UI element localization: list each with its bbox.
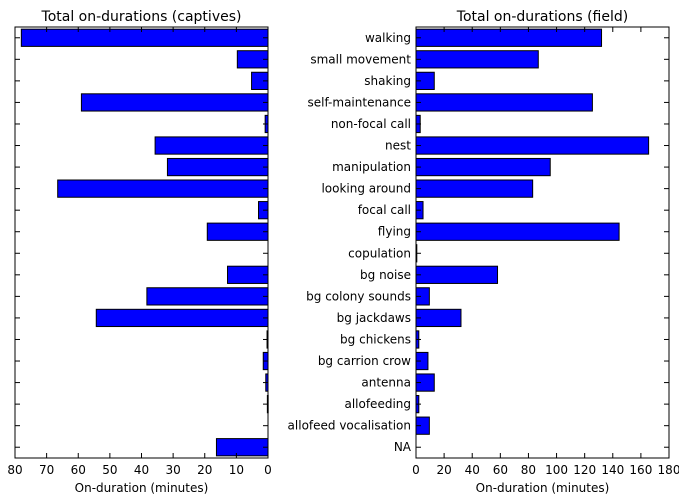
field-x-ticks: 0 20 40 60 80 100 120 140 160 180: [412, 27, 679, 477]
field-category-label-bg-colony-sounds: bg colony sounds: [306, 289, 411, 303]
field-category-label-na: NA: [394, 440, 412, 454]
captives-bar-nest: [154, 136, 269, 155]
field-category-label-bg-jackdaws: bg jackdaws: [337, 311, 411, 325]
captives-xtick-label-20: 20: [197, 463, 212, 477]
field-y-ticks: [416, 37, 669, 448]
field-chart-title: Total on-durations (field): [456, 9, 628, 25]
field-category-label-antenna: antenna: [361, 376, 411, 390]
captives-xtick-label-50: 50: [102, 463, 117, 477]
captives-bar-flying: [206, 222, 269, 241]
field-bar-bg-jackdaws: [415, 308, 462, 328]
captives-y-ticks: [15, 37, 268, 448]
field-category-label-shaking: shaking: [364, 74, 411, 88]
field-bar-looking-around: [415, 179, 534, 198]
captives-bar-na: [215, 438, 269, 457]
field-xtick-label-40: 40: [465, 463, 480, 477]
field-category-label-copulation: copulation: [348, 246, 411, 260]
field-xtick-label-180: 180: [658, 463, 679, 477]
field-category-label-small-movement: small movement: [310, 52, 411, 66]
field-category-label-looking-around: looking around: [321, 182, 411, 196]
field-category-label-walking: walking: [365, 31, 411, 45]
field-xtick-label-140: 140: [601, 463, 624, 477]
field-bar-bg-noise: [415, 265, 499, 284]
field-category-label-focal-call: focal call: [358, 203, 411, 217]
field-xtick-label-60: 60: [493, 463, 508, 477]
captives-bar-walking: [20, 28, 269, 47]
captives-panel: Total on-durations (captives) 80 70 60 50 40…: [7, 9, 271, 495]
field-category-label-allofeed-vocalisation: allofeed vocalisation: [288, 419, 411, 433]
field-category-label-manipulation: manipulation: [332, 160, 411, 174]
field-xtick-label-100: 100: [545, 463, 568, 477]
field-bar-flying: [415, 222, 620, 241]
captives-bar-looking-around: [57, 179, 269, 198]
field-category-label-allofeeding: allofeeding: [344, 397, 411, 411]
captives-x-ticks: 80 70 60 50 40 30 20 10 0: [7, 27, 272, 477]
captives-xtick-label-80: 80: [7, 463, 22, 477]
captives-bar-bg-jackdaws: [95, 308, 269, 328]
captives-bar-bg-colony-sounds: [146, 287, 269, 306]
field-category-labels: walking small movement shaking self-mainten…: [288, 31, 412, 454]
field-bars: [415, 28, 650, 435]
field-bar-nest: [415, 136, 650, 155]
field-xtick-label-120: 120: [573, 463, 596, 477]
captives-xtick-label-60: 60: [71, 463, 86, 477]
field-bar-self-maintenance: [415, 93, 593, 112]
field-category-label-self-maintenance: self-maintenance: [308, 95, 411, 109]
captives-bar-manipulation: [166, 157, 269, 177]
captives-xtick-label-10: 10: [229, 463, 244, 477]
captives-xtick-label-70: 70: [39, 463, 54, 477]
field-category-label-bg-chickens: bg chickens: [340, 332, 411, 346]
field-bar-small-movement: [415, 50, 539, 69]
field-xtick-label-80: 80: [521, 463, 536, 477]
field-category-label-nest: nest: [385, 139, 411, 153]
field-category-label-bg-carrion-crow: bg carrion crow: [318, 354, 411, 368]
captives-xtick-label-0: 0: [264, 463, 272, 477]
captives-xtick-label-30: 30: [165, 463, 180, 477]
captives-chart-title: Total on-durations (captives): [41, 9, 242, 25]
captives-xtick-label-40: 40: [134, 463, 149, 477]
captives-bar-self-maintenance: [80, 93, 269, 112]
field-category-label-bg-noise: bg noise: [360, 268, 411, 282]
field-xtick-label-0: 0: [412, 463, 420, 477]
captives-bar-bg-noise: [227, 265, 269, 284]
captives-plot-frame: [14, 26, 269, 459]
field-x-axis-label: On-duration (minutes): [476, 481, 610, 495]
field-xtick-label-20: 20: [436, 463, 451, 477]
field-category-label-non-focal-call: non-focal call: [331, 117, 411, 131]
field-panel: Total on-durations (field) 0 20 40 60 80 100 1…: [288, 9, 679, 495]
field-xtick-label-160: 160: [629, 463, 652, 477]
field-category-label-flying: flying: [378, 225, 411, 239]
captives-x-axis-label: On-duration (minutes): [75, 481, 209, 495]
field-plot-frame: [415, 26, 670, 459]
captives-bars: [20, 28, 269, 457]
field-bar-manipulation: [415, 157, 551, 177]
